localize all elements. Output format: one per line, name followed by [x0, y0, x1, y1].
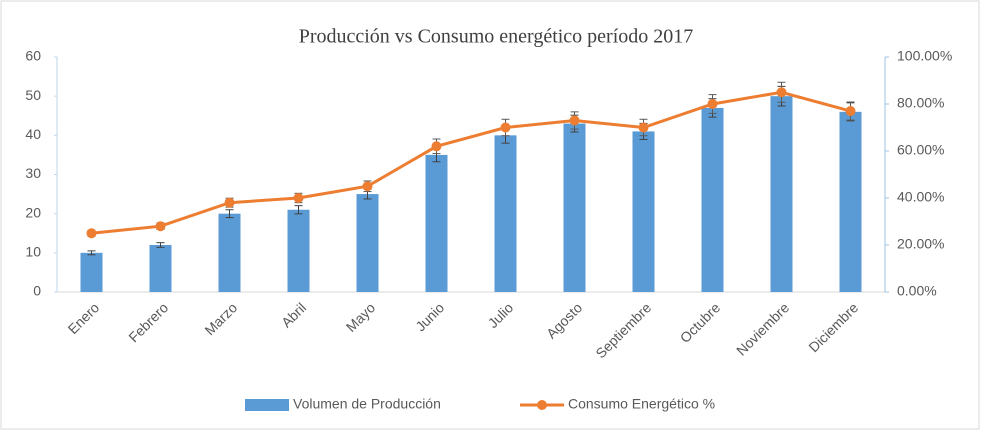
point [707, 99, 718, 109]
bar [494, 135, 517, 292]
y2-tick-label: 60.00% [897, 142, 944, 158]
point [224, 197, 235, 208]
y-tick-label: 30 [25, 165, 41, 181]
point [776, 87, 787, 98]
point [569, 115, 580, 126]
point [362, 181, 373, 192]
bar [80, 252, 103, 292]
y2-tick-label: 40.00% [897, 189, 944, 205]
y2-tick-label: 20.00% [897, 236, 944, 252]
y2-tick-label: 0.00% [897, 283, 937, 299]
point [155, 221, 166, 232]
point [845, 106, 856, 117]
chart-title: Producción vs Consumo energético período… [299, 26, 694, 48]
point [293, 193, 304, 203]
y2-tick-label: 80.00% [897, 95, 944, 111]
y-tick-label: 60 [25, 48, 41, 64]
bar [839, 111, 862, 292]
y-tick-label: 50 [25, 87, 41, 103]
y2-tick-label: 100.00% [897, 48, 952, 64]
point [431, 141, 442, 152]
legend-label: Volumen de Producción [293, 396, 441, 412]
line [91, 90, 851, 235]
bar [287, 209, 310, 292]
bar [356, 194, 379, 292]
y-tick-label: 40 [25, 126, 41, 142]
y-tick-label: 20 [25, 204, 41, 220]
bar [563, 123, 586, 292]
y-tick-label: 10 [25, 244, 41, 260]
y-tick-label: 0 [33, 283, 41, 299]
bar [770, 96, 793, 293]
bar [425, 154, 448, 292]
bar [701, 107, 724, 293]
point [86, 228, 97, 239]
bar [149, 245, 172, 292]
bar [632, 131, 655, 292]
legend-swatch [245, 399, 289, 411]
point [638, 122, 649, 133]
point [500, 122, 511, 133]
legend-marker [537, 400, 547, 410]
legend-label: Consumo Energético % [568, 396, 715, 412]
bar [218, 213, 241, 292]
